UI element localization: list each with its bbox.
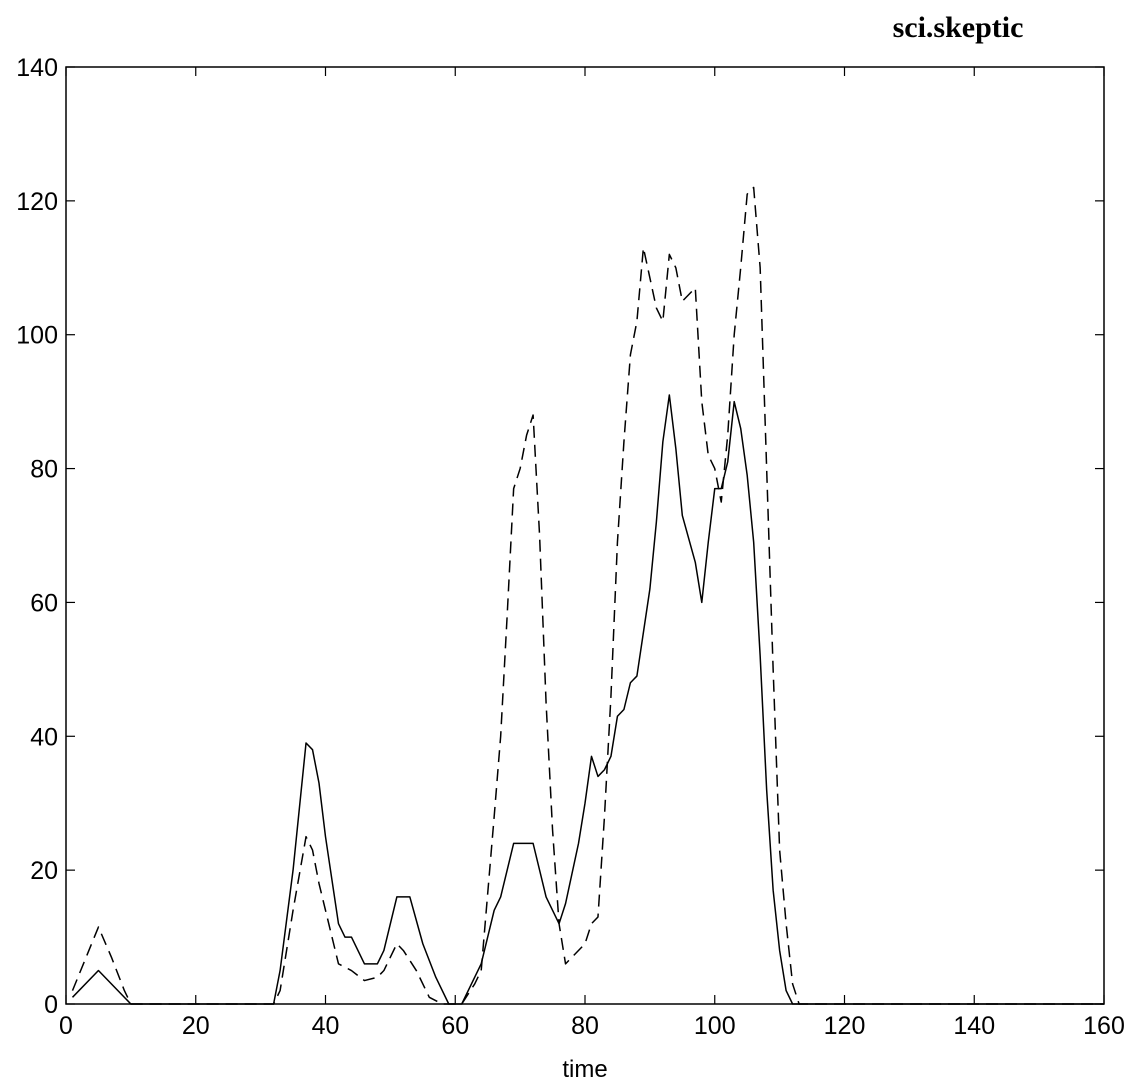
dashed-series-line xyxy=(71,186,1104,1005)
y-tick-label: 100 xyxy=(16,322,58,350)
x-tick-label: 160 xyxy=(1083,1012,1125,1040)
x-tick-label: 120 xyxy=(824,1012,866,1040)
y-tick-label: 0 xyxy=(44,991,58,1019)
y-tick-label: 120 xyxy=(16,188,58,216)
plot-area xyxy=(65,66,1105,1005)
x-tick-label: 60 xyxy=(441,1012,469,1040)
x-tick-label: 40 xyxy=(312,1012,340,1040)
axis-tick-labels: 0 20 40 60 80 100 120 140 160 0 20 40 60 80 100 120 140 xyxy=(16,54,1125,1040)
x-axis-label: time xyxy=(562,1056,607,1083)
x-tick-label: 0 xyxy=(59,1012,73,1040)
series-group xyxy=(71,186,1104,1005)
x-tick-label: 20 xyxy=(182,1012,210,1040)
y-tick-label: 40 xyxy=(30,723,58,751)
y-tick-label: 60 xyxy=(30,589,58,617)
chart-title: sci.skeptic xyxy=(893,11,1024,44)
x-tick-label: 80 xyxy=(571,1012,599,1040)
x-tick-label: 100 xyxy=(694,1012,736,1040)
x-tick-label: 140 xyxy=(953,1012,995,1040)
solid-series-line xyxy=(71,394,1104,1005)
y-tick-label: 80 xyxy=(30,456,58,484)
y-tick-label: 20 xyxy=(30,857,58,885)
y-tick-label: 140 xyxy=(16,54,58,82)
axis-ticks xyxy=(65,66,1105,1005)
